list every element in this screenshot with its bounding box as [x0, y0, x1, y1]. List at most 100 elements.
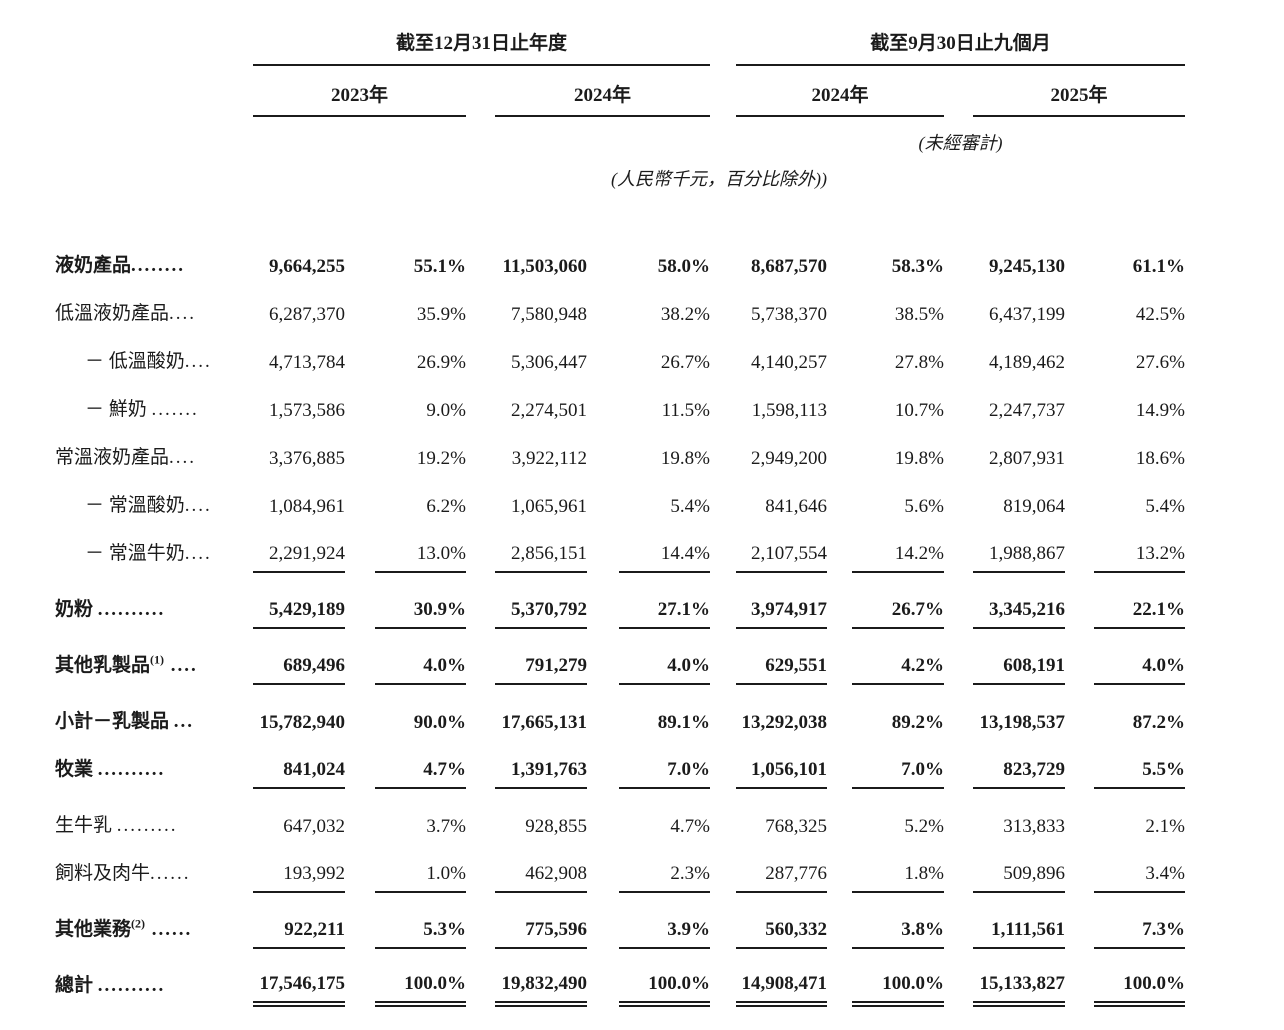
value-cell: 7,580,948 — [511, 304, 587, 325]
column-group-year-ended: 截至12月31日止年度 — [253, 28, 710, 66]
value-cell: 2,856,151 — [495, 543, 587, 573]
value-cell: 1,084,961 — [269, 496, 345, 517]
value-cell: 2,807,931 — [989, 448, 1065, 469]
percent-cell: 58.3% — [891, 256, 944, 277]
row-label: 其他乳製品(1) .... — [55, 650, 253, 677]
value-cell: 6,287,370 — [269, 304, 345, 325]
value-cell: 15,782,940 — [259, 712, 346, 733]
percent-cell: 13.2% — [1094, 543, 1185, 573]
row-label-text: 常溫液奶產品 — [55, 446, 170, 468]
row-label-text: － 鮮奶 — [85, 398, 152, 420]
percent-cell: 26.7% — [852, 599, 944, 629]
value-cell: 2,949,200 — [751, 448, 827, 469]
dot-leader: ....... — [151, 398, 199, 420]
percent-cell: 35.9% — [416, 304, 466, 325]
table-row: 飼料及肉牛...... 193,992 1.0% 462,908 2.3% 287,776… — [55, 847, 1235, 895]
row-label: － 常溫牛奶.... — [55, 538, 253, 565]
percent-cell: 26.9% — [416, 352, 466, 373]
year-header-row: 2023年 2024年 2024年 2025年 — [55, 80, 1235, 117]
row-label-text: － 常溫牛奶 — [85, 542, 185, 564]
row-label: 奶粉 .......... — [55, 594, 253, 621]
percent-cell: 5.5% — [1094, 759, 1185, 789]
value-cell: 608,191 — [973, 655, 1065, 685]
value-cell: 9,664,255 — [269, 256, 345, 277]
percent-cell: 2.3% — [619, 863, 710, 893]
table-row: － 常溫酸奶.... 1,084,961 6.2% 1,065,961 5.4% 841,… — [55, 479, 1235, 527]
table-row: 常溫液奶產品.... 3,376,885 19.2% 3,922,112 19.8% 2,… — [55, 431, 1235, 479]
value-cell: 1,065,961 — [511, 496, 587, 517]
value-cell: 19,832,490 — [495, 973, 587, 1007]
percent-cell: 89.2% — [891, 712, 944, 733]
value-cell: 768,325 — [765, 816, 827, 837]
value-cell: 13,292,038 — [741, 712, 828, 733]
percent-cell: 26.7% — [660, 352, 710, 373]
dot-leader: ...... — [150, 862, 191, 884]
value-cell: 1,598,113 — [751, 400, 827, 421]
percent-cell: 100.0% — [1094, 973, 1185, 1007]
value-cell: 841,646 — [765, 496, 827, 517]
dot-leader: .... — [184, 542, 212, 564]
row-label-text: 奶粉 — [55, 598, 98, 620]
table-row: － 低溫酸奶.... 4,713,784 26.9% 5,306,447 26.7% 4,… — [55, 335, 1235, 383]
row-label: 小計－乳製品 ... — [55, 706, 253, 733]
dot-leader: ... — [173, 710, 195, 732]
value-cell: 841,024 — [253, 759, 345, 789]
value-cell: 1,391,763 — [495, 759, 587, 789]
row-label: 生牛乳 ......... — [55, 810, 253, 837]
value-cell: 1,988,867 — [973, 543, 1065, 573]
percent-cell: 5.2% — [904, 816, 944, 837]
percent-cell: 6.2% — [426, 496, 466, 517]
footnote-marker: (2) — [131, 916, 146, 931]
table-row: 生牛乳 ......... 647,032 3.7% 928,855 4.7% 768,3… — [55, 799, 1235, 847]
value-cell: 193,992 — [253, 863, 345, 893]
dot-leader: ...... — [145, 918, 193, 940]
table-row: － 鮮奶 ....... 1,573,586 9.0% 2,274,501 11.5% 1… — [55, 383, 1235, 431]
percent-cell: 11.5% — [661, 400, 710, 421]
row-label-text: 牧業 — [55, 758, 98, 780]
percent-cell: 7.0% — [619, 759, 710, 789]
value-cell: 2,247,737 — [989, 400, 1065, 421]
percent-cell: 55.1% — [413, 256, 466, 277]
percent-cell: 3.8% — [852, 919, 944, 949]
units-note: (人民幣千元，百分比除外)) — [611, 169, 827, 189]
percent-cell: 14.2% — [852, 543, 944, 573]
percent-cell: 19.8% — [894, 448, 944, 469]
row-label: － 鮮奶 ....... — [55, 394, 253, 421]
table-row: － 常溫牛奶.... 2,291,924 13.0% 2,856,151 14.4% 2,… — [55, 527, 1235, 575]
unaudited-note: (未經審計) — [918, 133, 1003, 153]
percent-cell: 2.1% — [1145, 816, 1185, 837]
column-group-title: 截至9月30日止九個月 — [870, 33, 1051, 54]
percent-cell: 19.8% — [660, 448, 710, 469]
percent-cell: 5.4% — [1145, 496, 1185, 517]
value-cell: 287,776 — [736, 863, 827, 893]
value-cell: 4,140,257 — [751, 352, 827, 373]
dot-leader: .... — [184, 494, 212, 516]
percent-cell: 100.0% — [375, 973, 466, 1007]
value-cell: 17,546,175 — [253, 973, 345, 1007]
value-cell: 819,064 — [1003, 496, 1065, 517]
row-label: 常溫液奶產品.... — [55, 442, 253, 469]
percent-cell: 89.1% — [657, 712, 710, 733]
dot-leader: .......... — [97, 758, 166, 780]
percent-cell: 3.4% — [1094, 863, 1185, 893]
table-row: 其他乳製品(1) .... 689,496 4.0% 791,279 4.0% 629,5… — [55, 639, 1235, 687]
percent-cell: 14.4% — [619, 543, 710, 573]
percent-cell: 1.0% — [375, 863, 466, 893]
percent-cell: 3.7% — [426, 816, 466, 837]
value-cell: 2,291,924 — [253, 543, 345, 573]
column-header-2024: 2024年 — [495, 80, 710, 117]
percent-cell: 9.0% — [426, 400, 466, 421]
row-label-text: 飼料及肉牛 — [55, 862, 151, 884]
percent-cell: 1.8% — [852, 863, 944, 893]
table-row: 總計 .......... 17,546,175 100.0% 19,832,490 1… — [55, 959, 1235, 1007]
value-cell: 1,573,586 — [269, 400, 345, 421]
footnote-marker: (1) — [150, 652, 165, 667]
value-cell: 928,855 — [525, 816, 587, 837]
value-cell: 14,908,471 — [736, 973, 827, 1007]
table-row: 低溫液奶產品.... 6,287,370 35.9% 7,580,948 38.2% 5,… — [55, 287, 1235, 335]
percent-cell: 58.0% — [657, 256, 710, 277]
column-header-2024-9m: 2024年 — [736, 80, 944, 117]
value-cell: 11,503,060 — [502, 256, 587, 277]
value-cell: 5,429,189 — [253, 599, 345, 629]
row-label: 牧業 .......... — [55, 754, 253, 781]
